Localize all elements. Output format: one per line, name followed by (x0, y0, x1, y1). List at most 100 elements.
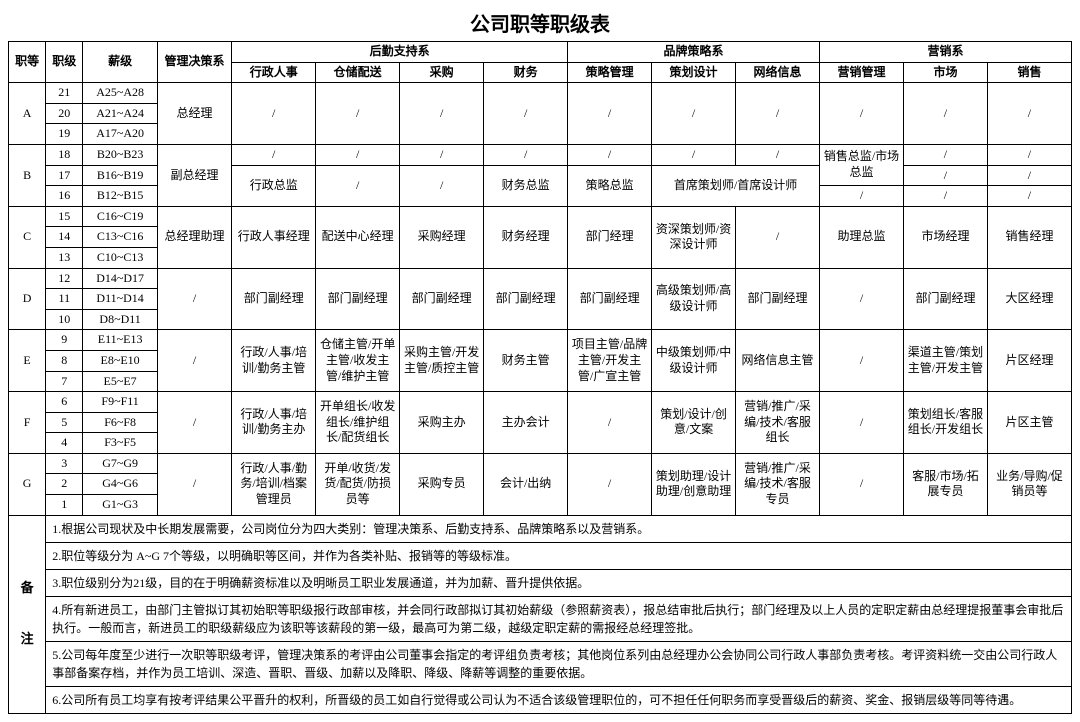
table-cell: 4 (46, 433, 83, 454)
table-cell: / (820, 83, 904, 145)
table-cell: E8~E10 (83, 350, 157, 371)
table-cell: G7~G9 (83, 453, 157, 474)
table-cell: 2 (46, 474, 83, 495)
table-cell: / (903, 83, 987, 145)
table-cell: / (157, 330, 231, 392)
notes-line: 3.职位级别分为21级，目的在于明确薪资标准以及明晰员工职业发展通道，并为加薪、… (46, 569, 1072, 596)
table-cell: 片区经理 (987, 330, 1071, 392)
table-cell: 渠道主管/策划主管/开发主管 (903, 330, 987, 392)
table-cell: G (9, 453, 46, 515)
th-sub: 市场 (903, 62, 987, 83)
table-cell: 16 (46, 186, 83, 207)
table-cell: 1 (46, 495, 83, 516)
table-cell: 助理总监 (820, 206, 904, 268)
table-cell: 部门副经理 (400, 268, 484, 330)
table-cell: 副总经理 (157, 144, 231, 206)
table-cell: / (652, 83, 736, 145)
table-cell: 总经理助理 (157, 206, 231, 268)
table-cell: 策划助理/设计助理/创意助理 (652, 453, 736, 515)
table-body: A21A25~A28总经理//////////20A21~A2419A17~A2… (9, 83, 1072, 713)
grade-table: 职等 职级 薪级 管理决策系 后勤支持系 品牌策略系 营销系 行政人事 仓储配送… (8, 41, 1072, 714)
table-cell: 行政人事经理 (232, 206, 316, 268)
table-cell: 采购主管/开发主管/质控主管 (400, 330, 484, 392)
table-cell: 部门经理 (568, 206, 652, 268)
table-cell: / (157, 268, 231, 330)
table-cell: B16~B19 (83, 165, 157, 186)
table-cell: / (652, 144, 736, 165)
table-cell: C13~C16 (83, 227, 157, 248)
table-cell: A (9, 83, 46, 145)
table-cell: / (903, 165, 987, 186)
table-cell: / (232, 83, 316, 145)
notes-line: 4.所有新进员工，由部门主管拟订其初始职等职级报行政部审核，并会同行政部拟订其初… (46, 596, 1072, 641)
th-group-logistics: 后勤支持系 (232, 42, 568, 63)
table-cell: / (484, 83, 568, 145)
table-cell: / (987, 186, 1071, 207)
table-cell: G4~G6 (83, 474, 157, 495)
table-cell: 行政/人事/培训/勤务主办 (232, 392, 316, 454)
notes-line: 5.公司每年度至少进行一次职等职级考评，管理决策系的考评由公司董事会指定的考评组… (46, 641, 1072, 686)
table-cell: E (9, 330, 46, 392)
table-cell: 行政总监 (232, 165, 316, 206)
table-cell: 财务经理 (484, 206, 568, 268)
table-cell: / (568, 453, 652, 515)
table-cell: / (820, 186, 904, 207)
table-cell: B20~B23 (83, 144, 157, 165)
th-sub: 营销管理 (820, 62, 904, 83)
table-cell: 配送中心经理 (316, 206, 400, 268)
table-cell: / (987, 144, 1071, 165)
table-cell: 18 (46, 144, 83, 165)
th-group-brand: 品牌策略系 (568, 42, 820, 63)
table-cell: / (157, 392, 231, 454)
table-cell: 策略总监 (568, 165, 652, 206)
table-cell: 高级策划师/高级设计师 (652, 268, 736, 330)
th-sub: 行政人事 (232, 62, 316, 83)
table-cell: 6 (46, 392, 83, 413)
table-cell: / (820, 453, 904, 515)
table-cell: A21~A24 (83, 103, 157, 124)
table-cell: / (400, 144, 484, 165)
th-level: 职级 (46, 42, 83, 83)
table-cell: 中级策划师/中级设计师 (652, 330, 736, 392)
table-cell: D14~D17 (83, 268, 157, 289)
table-cell: 部门副经理 (316, 268, 400, 330)
table-cell: 7 (46, 371, 83, 392)
table-cell: B (9, 144, 46, 206)
table-cell: 14 (46, 227, 83, 248)
table-cell: / (736, 206, 820, 268)
table-cell: 销售总监/市场总监 (820, 144, 904, 185)
table-cell: 3 (46, 453, 83, 474)
table-cell: C10~C13 (83, 247, 157, 268)
table-cell: 片区主管 (987, 392, 1071, 454)
th-salary: 薪级 (83, 42, 157, 83)
table-cell: 13 (46, 247, 83, 268)
table-cell: / (316, 144, 400, 165)
table-cell: 部门副经理 (232, 268, 316, 330)
table-cell: 21 (46, 83, 83, 104)
table-cell: G1~G3 (83, 495, 157, 516)
table-cell: 营销/推广/采编/技术/客服组长 (736, 392, 820, 454)
table-cell: / (903, 186, 987, 207)
table-cell: 19 (46, 124, 83, 145)
table-cell: 8 (46, 350, 83, 371)
table-cell: 资深策划师/资深设计师 (652, 206, 736, 268)
table-cell: / (316, 165, 400, 206)
table-cell: 20 (46, 103, 83, 124)
table-cell: E11~E13 (83, 330, 157, 351)
table-cell: 项目主管/品牌主管/开发主管/广宣主管 (568, 330, 652, 392)
th-sub: 网络信息 (736, 62, 820, 83)
th-group-sales: 营销系 (820, 42, 1072, 63)
table-cell: / (568, 144, 652, 165)
notes-label: 备注 (9, 515, 46, 713)
table-cell: 营销/推广/采编/技术/客服专员 (736, 453, 820, 515)
table-cell: 12 (46, 268, 83, 289)
th-sub: 策划设计 (652, 62, 736, 83)
header-row-1: 职等 职级 薪级 管理决策系 后勤支持系 品牌策略系 营销系 (9, 42, 1072, 63)
table-cell: E5~E7 (83, 371, 157, 392)
table-cell: C16~C19 (83, 206, 157, 227)
table-cell: 行政/人事/勤务/培训/档案管理员 (232, 453, 316, 515)
table-cell: 客服/市场/拓展专员 (903, 453, 987, 515)
table-cell: D11~D14 (83, 289, 157, 310)
table-cell: F9~F11 (83, 392, 157, 413)
th-grade: 职等 (9, 42, 46, 83)
